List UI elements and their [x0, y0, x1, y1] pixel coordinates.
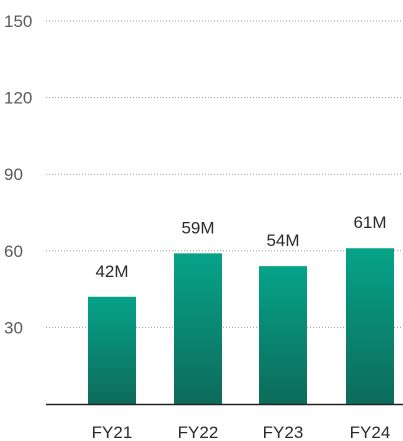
bar-fy23 [259, 266, 307, 404]
data-label-fy22: 59M [181, 218, 214, 237]
bar-fy24 [346, 248, 394, 404]
x-tick-label-fy23: FY23 [263, 423, 304, 441]
x-tick-label-fy22: FY22 [178, 423, 219, 441]
data-label-fy24: 61M [353, 213, 386, 232]
bars [88, 248, 394, 404]
x-tick-label-fy21: FY21 [92, 423, 133, 441]
y-tick-label: 120 [4, 89, 32, 108]
y-tick-label: 150 [4, 12, 32, 31]
y-tick-label: 30 [4, 318, 23, 337]
data-label-fy21: 42M [95, 262, 128, 281]
y-tick-label: 90 [4, 165, 23, 184]
y-tick-label: 60 [4, 242, 23, 261]
grid-lines: 30 60 90 120 150 [4, 12, 403, 337]
x-tick-label-fy24: FY24 [350, 423, 391, 441]
data-label-fy23: 54M [266, 231, 299, 250]
data-labels: 42M FY21 59M FY22 54M FY23 61M FY24 [92, 213, 391, 441]
bar-fy21 [88, 296, 136, 404]
bar-fy22 [174, 253, 222, 404]
